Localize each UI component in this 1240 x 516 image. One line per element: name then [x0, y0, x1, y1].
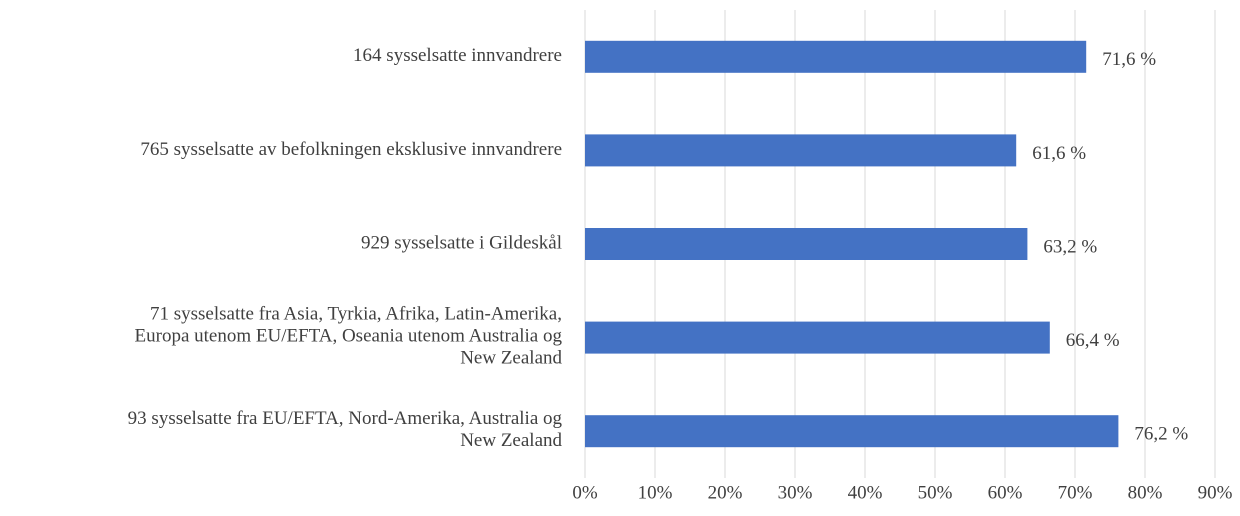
bar: [585, 134, 1017, 167]
x-tick-label: 50%: [918, 482, 953, 503]
value-label: 66,4 %: [1066, 330, 1120, 351]
x-tick-label: 20%: [708, 482, 743, 503]
value-label: 61,6 %: [1032, 143, 1086, 164]
y-tick-label: 765 sysselsatte av befolkningen eksklusi…: [140, 139, 562, 160]
bar: [585, 228, 1028, 260]
value-label: 63,2 %: [1043, 236, 1097, 257]
x-tick-label: 10%: [638, 482, 673, 503]
y-tick-label: 71 sysselsatte fra Asia, Tyrkia, Afrika,…: [135, 304, 563, 369]
value-label: 71,6 %: [1102, 49, 1156, 70]
bar: [585, 321, 1050, 354]
x-tick-label: 40%: [848, 482, 883, 503]
x-tick-label: 60%: [988, 482, 1023, 503]
value-label: 76,2 %: [1134, 424, 1188, 445]
y-tick-label: 929 sysselsatte i Gildeskål: [361, 232, 562, 253]
y-tick-label: 93 sysselsatte fra EU/EFTA, Nord-Amerika…: [128, 409, 563, 452]
x-tick-label: 70%: [1058, 482, 1093, 503]
x-tick-label: 80%: [1128, 482, 1163, 503]
y-tick-label: 164 sysselsatte innvandrere: [353, 45, 562, 66]
bar: [585, 415, 1119, 448]
x-tick-label: 90%: [1198, 482, 1233, 503]
x-tick-label: 0%: [572, 482, 598, 503]
x-tick-label: 30%: [778, 482, 813, 503]
bar: [585, 40, 1087, 73]
